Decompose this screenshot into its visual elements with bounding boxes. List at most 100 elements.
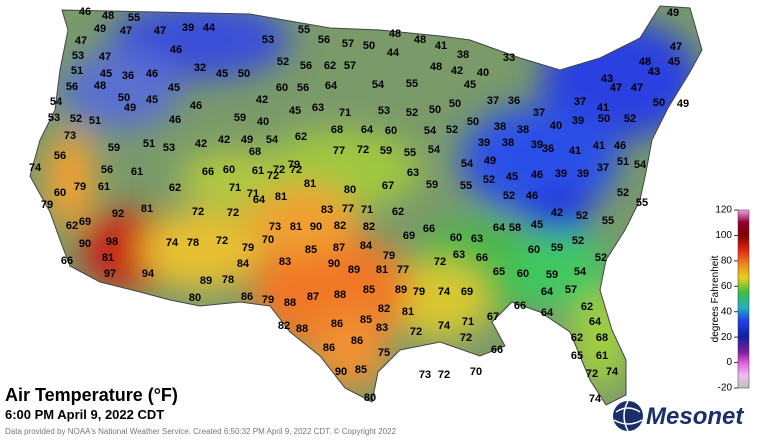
station-reading: 51: [71, 65, 83, 77]
station-reading: 81: [376, 264, 388, 276]
station-reading: 50: [118, 92, 130, 104]
station-reading: 62: [169, 182, 181, 194]
station-reading: 64: [361, 124, 374, 136]
station-reading: 52: [483, 174, 495, 186]
station-reading: 82: [278, 320, 290, 332]
station-reading: 56: [101, 164, 113, 176]
station-reading: 61: [596, 350, 608, 362]
station-reading: 74: [438, 286, 451, 298]
station-reading: 62: [571, 332, 583, 344]
station-reading: 38: [457, 49, 469, 61]
station-reading: 50: [449, 98, 461, 110]
station-reading: 81: [275, 191, 287, 203]
station-reading: 55: [602, 215, 614, 227]
station-reading: 60: [528, 244, 540, 256]
station-reading: 53: [163, 142, 175, 154]
colorbar-tick-label: 120: [715, 205, 732, 216]
station-reading: 55: [460, 180, 472, 192]
station-reading: 39: [555, 168, 567, 180]
station-reading: 37: [533, 107, 545, 119]
station-reading: 77: [342, 203, 354, 215]
station-reading: 67: [487, 311, 499, 323]
colorbar-tick-label: 20: [721, 332, 733, 343]
station-reading: 68: [596, 332, 608, 344]
station-reading: 53: [378, 105, 390, 117]
station-reading: 55: [636, 197, 648, 209]
station-reading: 41: [593, 140, 605, 152]
colorbar-tick-label: -20: [718, 383, 733, 394]
station-reading: 60: [385, 125, 397, 137]
station-reading: 40: [477, 67, 489, 79]
station-reading: 62: [392, 206, 404, 218]
station-reading: 63: [312, 102, 324, 114]
station-reading: 59: [234, 112, 246, 124]
station-reading: 45: [668, 56, 680, 68]
station-reading: 43: [601, 73, 613, 85]
station-reading: 57: [565, 284, 577, 296]
station-reading: 39: [577, 168, 589, 180]
station-reading: 81: [290, 221, 302, 233]
station-reading: 50: [238, 68, 250, 80]
station-reading: 66: [476, 252, 488, 264]
station-reading: 49: [667, 7, 679, 19]
station-reading: 66: [61, 255, 73, 267]
station-reading: 63: [407, 167, 419, 179]
station-reading: 60: [276, 82, 288, 94]
station-reading: 52: [503, 190, 515, 202]
station-reading: 73: [419, 369, 431, 381]
station-reading: 61: [252, 165, 264, 177]
station-reading: 86: [323, 342, 335, 354]
station-reading: 53: [262, 34, 274, 46]
station-reading: 39: [572, 115, 584, 127]
station-reading: 71: [339, 107, 351, 119]
station-reading: 52: [406, 107, 418, 119]
station-reading: 79: [41, 199, 53, 211]
station-reading: 81: [304, 178, 316, 190]
logo: Mesonet: [613, 400, 744, 432]
station-reading: 54: [50, 96, 63, 108]
station-reading: 71: [229, 182, 241, 194]
station-reading: 55: [298, 24, 310, 36]
colorbar-tick-label: 0: [726, 357, 732, 368]
station-reading: 69: [79, 216, 91, 228]
station-reading: 38: [517, 124, 529, 136]
station-reading: 48: [414, 34, 426, 46]
station-reading: 85: [363, 284, 375, 296]
station-reading: 81: [402, 306, 414, 318]
station-reading: 80: [364, 392, 376, 404]
station-reading: 66: [491, 344, 503, 356]
station-reading: 85: [360, 314, 372, 326]
station-reading: 87: [307, 291, 319, 303]
station-reading: 56: [318, 34, 330, 46]
station-reading: 86: [351, 335, 363, 347]
station-reading: 60: [517, 268, 529, 280]
station-reading: 54: [461, 158, 474, 170]
station-reading: 70: [262, 234, 274, 246]
station-reading: 87: [333, 242, 345, 254]
station-reading: 43: [648, 66, 660, 78]
station-reading: 71: [462, 316, 474, 328]
station-reading: 62: [581, 301, 593, 313]
station-reading: 69: [403, 230, 415, 242]
map-subtitle: 6:00 PM April 9, 2022 CDT: [5, 407, 164, 422]
station-reading: 71: [361, 204, 373, 216]
station-reading: 46: [614, 140, 626, 152]
station-reading: 78: [222, 274, 234, 286]
station-reading: 52: [617, 187, 629, 199]
station-reading: 64: [589, 316, 602, 328]
station-reading: 45: [146, 94, 158, 106]
station-reading: 83: [279, 256, 291, 268]
station-reading: 38: [494, 121, 506, 133]
station-reading: 46: [146, 68, 158, 80]
station-reading: 48: [94, 80, 106, 92]
station-reading: 46: [170, 44, 182, 56]
station-reading: 72: [216, 235, 228, 247]
colorbar: [737, 209, 750, 389]
us-outline: [29, 5, 703, 406]
station-reading: 32: [194, 62, 206, 74]
station-reading: 52: [624, 113, 636, 125]
station-reading: 59: [380, 145, 392, 157]
station-reading: 52: [595, 252, 607, 264]
station-reading: 45: [464, 79, 476, 91]
